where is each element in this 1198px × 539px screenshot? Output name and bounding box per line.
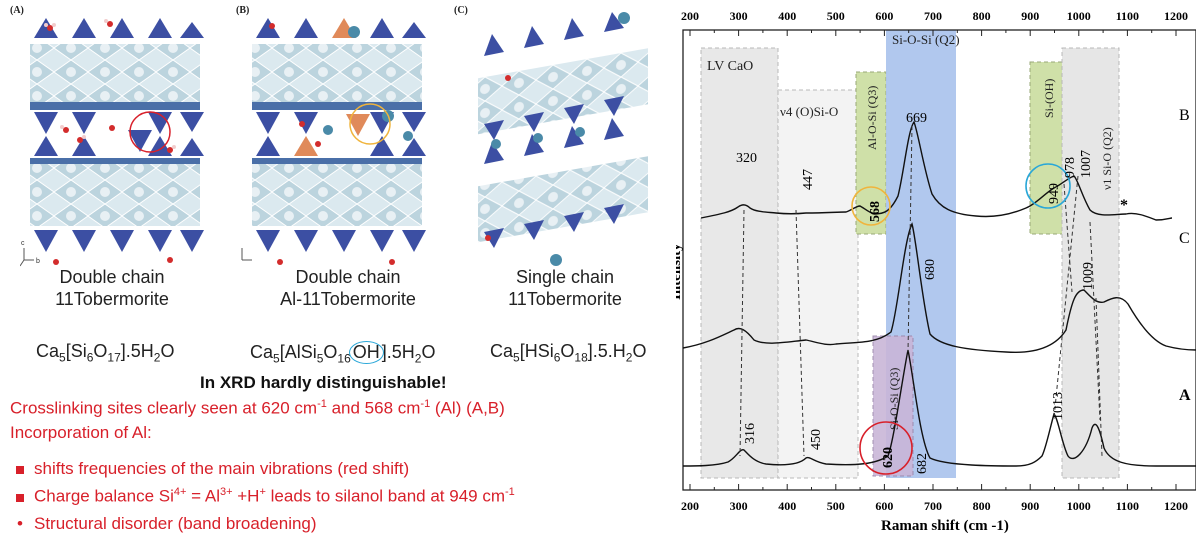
caption-b-line1: Double chain: [295, 267, 401, 287]
incorporation-heading: Incorporation of Al:: [10, 423, 152, 442]
band-lv-cao: [700, 47, 779, 479]
band-label-v1: ν1 Si-O (Q2): [1100, 127, 1114, 190]
panel-c-tag: (C): [454, 5, 468, 16]
x-tick-label-top: 1000: [1067, 9, 1091, 23]
square-bullet-icon: [16, 466, 24, 474]
x-tick-label-bottom: 1000: [1067, 499, 1091, 513]
caption-c-line2: 11Tobermorite: [508, 289, 622, 309]
peak-label-1007: 1007: [1079, 150, 1094, 178]
x-tick-label-bottom: 900: [1021, 499, 1039, 513]
x-tick-label-bottom: 1200: [1164, 499, 1188, 513]
x-tick-label-bottom: 200: [681, 499, 699, 513]
peak-label-978: 978: [1063, 157, 1078, 178]
caption-a-line1: Double chain: [59, 267, 165, 287]
crosslink-note: Crosslinking sites clearly seen at 620 c…: [10, 398, 505, 418]
x-tick-label-bottom: 1100: [1116, 499, 1139, 513]
peak-label-568: 568: [868, 201, 883, 222]
x-tick-label-bottom: 700: [924, 499, 942, 513]
peak-label-1009: 1009: [1081, 262, 1096, 290]
dot-bullet-icon: •: [17, 514, 23, 533]
peak-label-682: 682: [915, 453, 930, 474]
peak-label-680: 680: [923, 259, 938, 280]
structure-image-double-chain: c b: [20, 18, 204, 267]
axis-c-label: c: [21, 240, 25, 247]
caption-c-line1: Single chain: [515, 267, 615, 287]
bullet-red-shift: shifts frequencies of the main vibration…: [14, 459, 409, 479]
axis-b-label: b: [36, 258, 40, 265]
peak-label-1013: 1013: [1051, 392, 1066, 420]
bullet-charge-balance: Charge balance Si4+ = Al3+ +H+ leads to …: [14, 486, 515, 507]
peak-label-620: 620: [881, 447, 896, 468]
x-tick-label-top: 800: [973, 9, 991, 23]
x-tick-label-bottom: 400: [778, 499, 796, 513]
x-tick-label-bottom: 500: [827, 499, 845, 513]
caption-a-line2: 11Tobermorite: [55, 289, 169, 309]
x-tick-label-top: 1100: [1116, 9, 1139, 23]
square-bullet-icon: [16, 493, 24, 502]
formula-panel-b: Ca5[AlSi5O16 OH].5H2O: [250, 341, 436, 366]
x-tick-label-top: 500: [827, 9, 845, 23]
spectrum-c-line: [682, 222, 1196, 353]
x-tick-label-bottom: 300: [730, 499, 748, 513]
x-tick-label-top: 600: [875, 9, 893, 23]
xrd-note: In XRD hardly distinguishable!: [200, 373, 447, 392]
peak-label-450: 450: [809, 429, 824, 450]
plot-frame: [682, 29, 1196, 491]
y-axis-title: Intensity: [676, 243, 684, 300]
series-label-a: A: [1179, 387, 1191, 404]
x-tick-label-bottom: 600: [875, 499, 893, 513]
circle-568: [851, 186, 891, 226]
x-tick-label-top: 900: [1021, 9, 1039, 23]
spectrum-a-line: [682, 349, 1196, 467]
band-label-si-o-si-q2: Si-O-Si (Q2): [892, 32, 960, 47]
spectrum-b-line: [700, 120, 1173, 221]
peak-label-320: 320: [736, 151, 757, 166]
formula-panel-c: Ca5[HSi6O18].5.H2O: [490, 341, 647, 365]
x-tick-label-top: 200: [681, 9, 699, 23]
bullet-disorder: • Structural disorder (band broadening): [17, 514, 317, 533]
series-label-c: C: [1179, 230, 1190, 247]
peak-label-949: 949: [1047, 183, 1062, 204]
axis-ticks: 200 200 300 300 400 400 500 500 600 600 700 700 800 8…: [681, 9, 1188, 513]
x-axis-title: Raman shift (cm -1): [881, 518, 1009, 534]
band-label-si-oh: Si-(OH): [1042, 79, 1056, 118]
series-label-b: B: [1179, 107, 1190, 124]
caption-panel-b: Double chain Al-11Tobermorite: [258, 266, 438, 310]
caption-b-line2: Al-11Tobermorite: [280, 289, 416, 309]
peak-label-669: 669: [906, 111, 927, 126]
band-v4: [777, 89, 859, 479]
x-tick-label-top: 700: [924, 9, 942, 23]
circle-620: [859, 421, 913, 475]
x-tick-label-top: 300: [730, 9, 748, 23]
x-tick-label-top: 400: [778, 9, 796, 23]
formula-panel-a: Ca5[Si6O17].5H2O: [36, 341, 175, 365]
peak-label-447: 447: [801, 169, 816, 190]
crosslink-highlight-circle: [129, 111, 171, 153]
caption-panel-a: Double chain 11Tobermorite: [32, 266, 192, 310]
structure-image-al-double-chain: [241, 18, 426, 265]
al-site-highlight-circle: [349, 103, 391, 145]
x-tick-label-bottom: 800: [973, 499, 991, 513]
asterisk-label: *: [1120, 197, 1128, 214]
caption-panel-c: Single chain 11Tobermorite: [485, 266, 645, 310]
band-label-lv-cao: LV CaO: [707, 59, 753, 74]
peak-label-316: 316: [743, 423, 758, 444]
panel-b-tag: (B): [236, 5, 250, 16]
structure-image-single-chain: [478, 12, 648, 266]
circle-949: [1025, 163, 1071, 209]
peak-correlation-lines: [739, 125, 1103, 457]
raman-spectrum-chart: 200 200 300 300 400 400 500 500 600 600 700 700 800 8…: [676, 9, 1196, 534]
x-tick-label-top: 1200: [1164, 9, 1188, 23]
panel-a-tag: (A): [10, 5, 24, 16]
oh-highlight-circle: OH: [348, 341, 384, 364]
band-label-al-o-si: Al-O-Si (Q3): [865, 86, 879, 150]
band-label-v4: ν4 (O)Si-O: [780, 104, 838, 119]
band-v1: [1061, 47, 1120, 479]
